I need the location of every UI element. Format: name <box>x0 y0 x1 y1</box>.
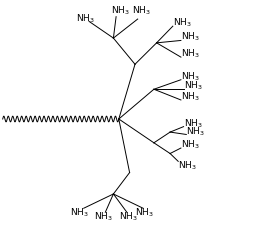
Text: NH$_3$: NH$_3$ <box>181 31 200 43</box>
Text: NH$_3$: NH$_3$ <box>76 13 94 25</box>
Text: NH$_3$: NH$_3$ <box>178 159 197 172</box>
Text: NH$_3$: NH$_3$ <box>111 5 129 17</box>
Text: NH$_3$: NH$_3$ <box>135 206 154 218</box>
Text: NH$_3$: NH$_3$ <box>70 206 89 218</box>
Text: NH$_3$: NH$_3$ <box>181 91 200 103</box>
Text: NH$_3$: NH$_3$ <box>132 5 151 17</box>
Text: NH$_3$: NH$_3$ <box>94 210 113 223</box>
Text: NH$_3$: NH$_3$ <box>181 47 200 60</box>
Text: NH$_3$: NH$_3$ <box>119 210 137 223</box>
Text: NH$_3$: NH$_3$ <box>181 139 200 151</box>
Text: NH$_3$: NH$_3$ <box>184 117 202 130</box>
Text: NH$_3$: NH$_3$ <box>186 125 205 138</box>
Text: NH$_3$: NH$_3$ <box>184 80 202 92</box>
Text: NH$_3$: NH$_3$ <box>173 16 191 29</box>
Text: NH$_3$: NH$_3$ <box>181 70 200 83</box>
